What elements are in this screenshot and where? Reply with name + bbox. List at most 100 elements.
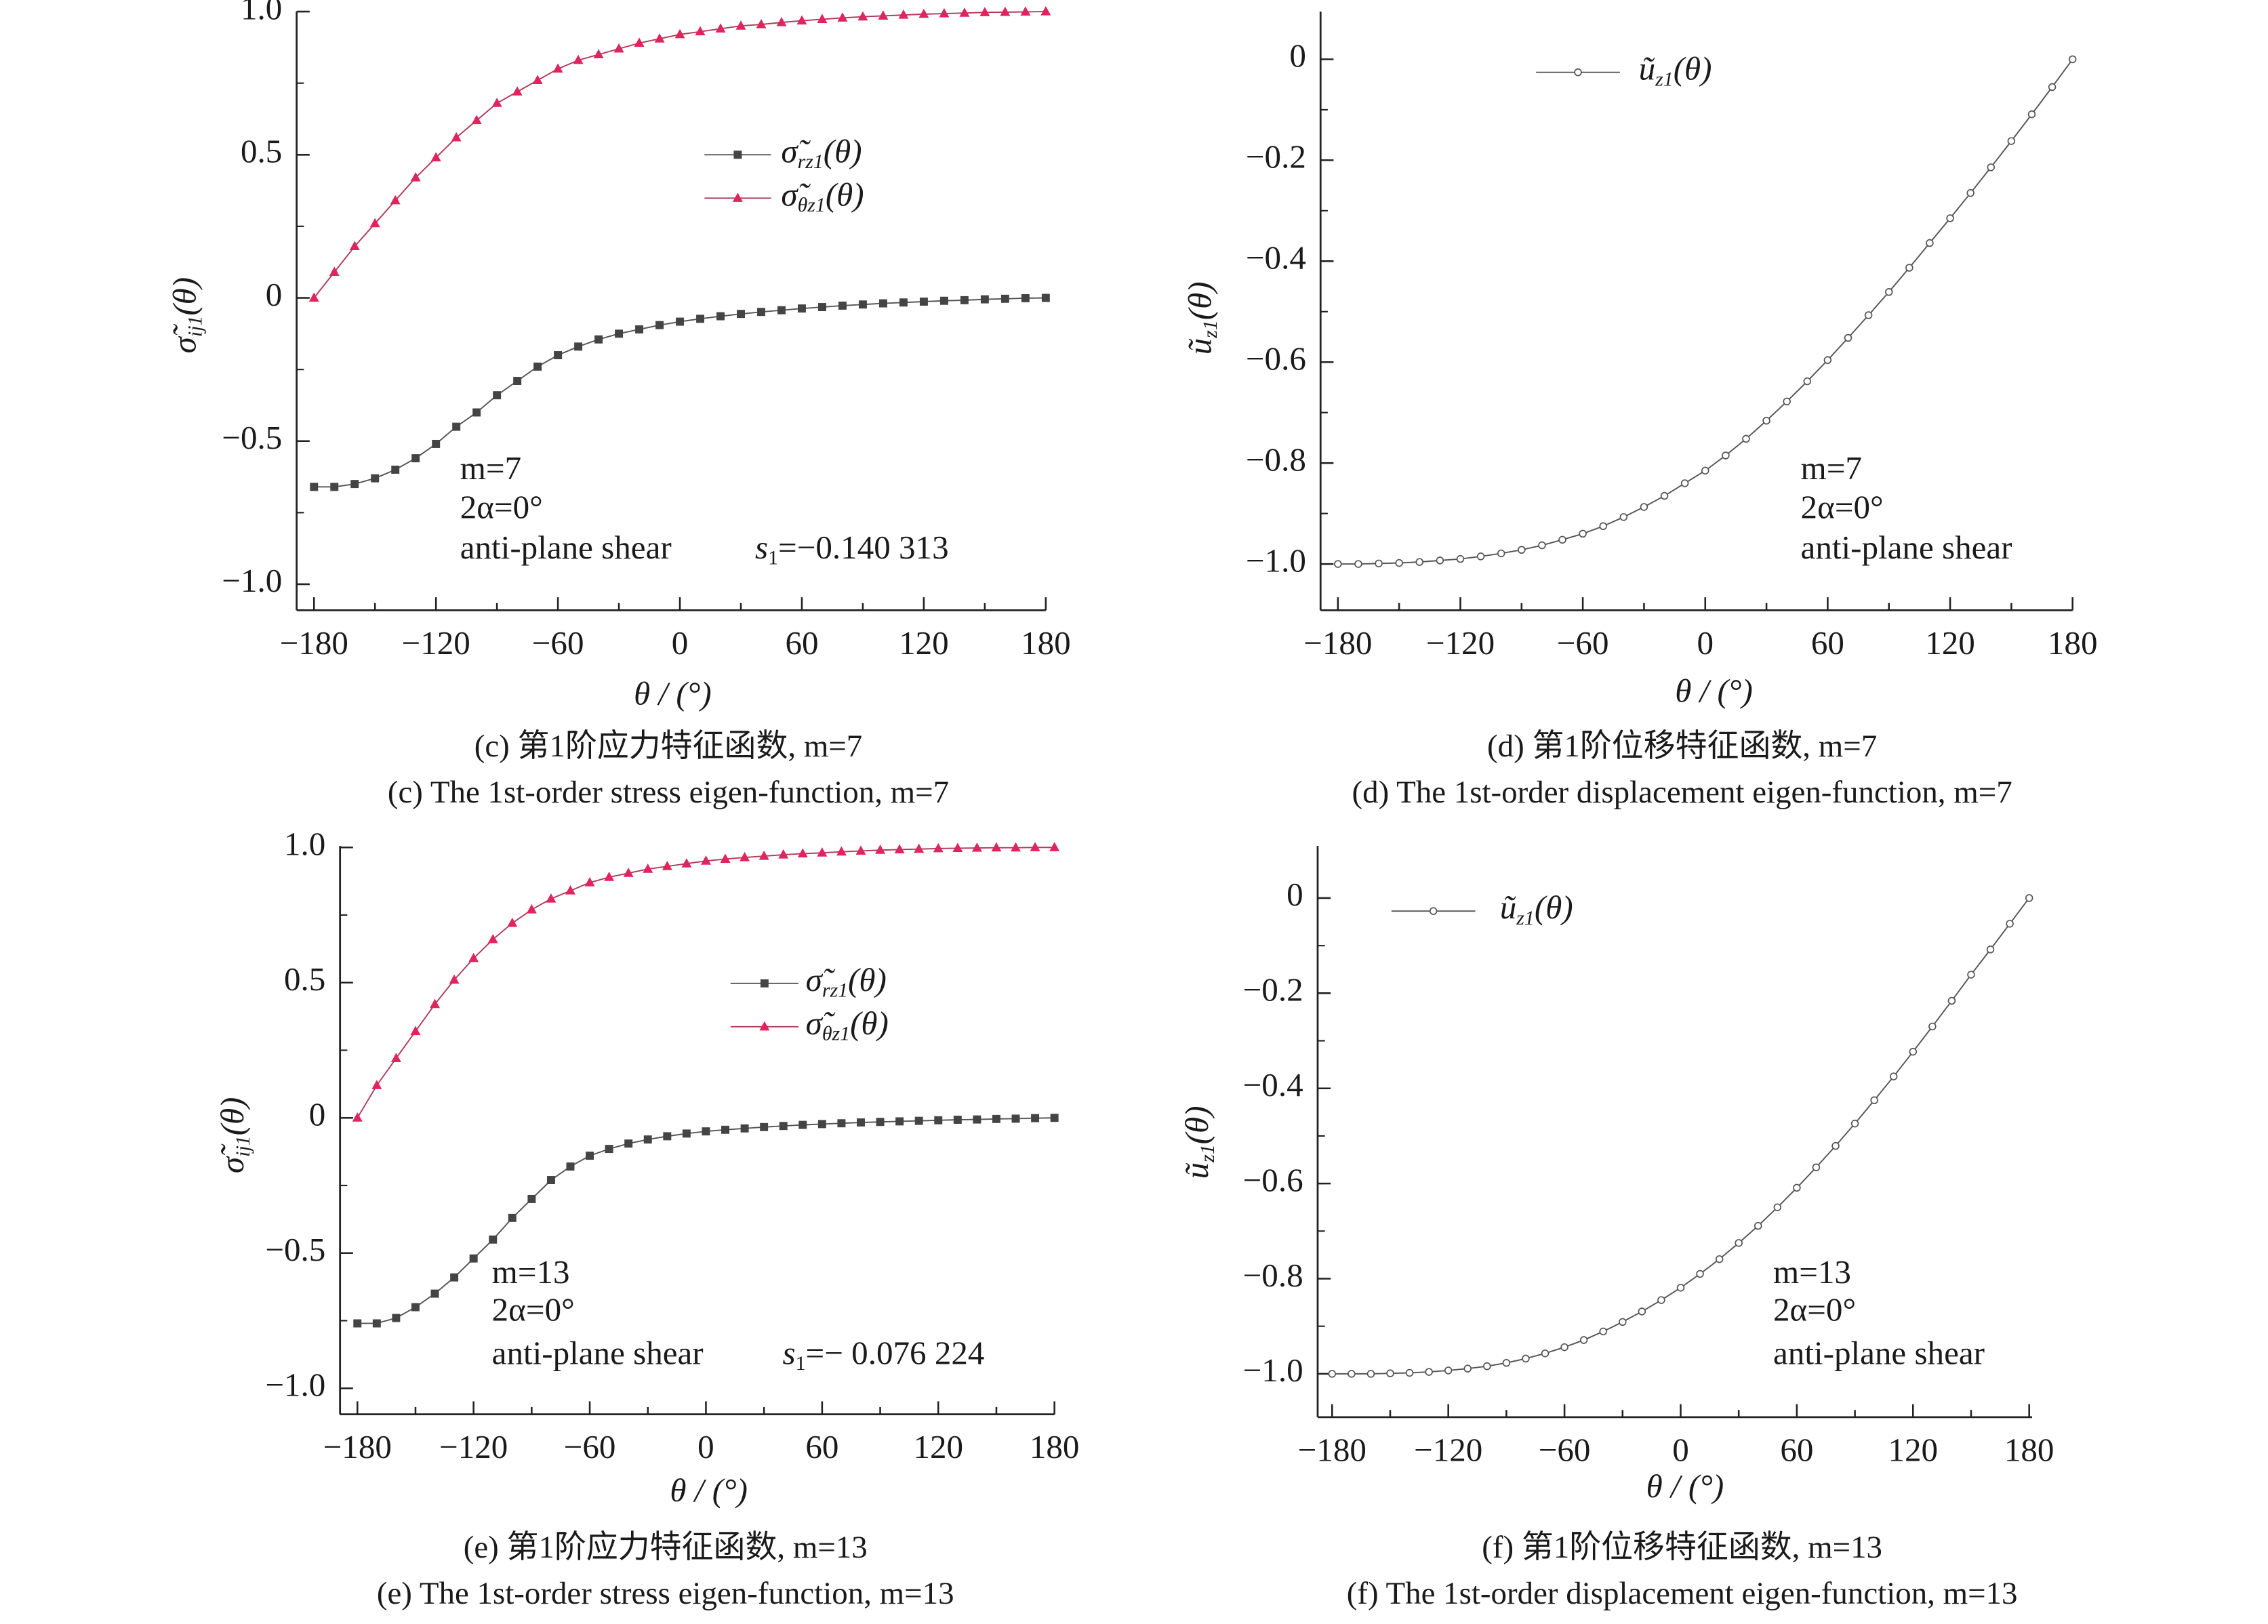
data-point-square <box>1050 1114 1059 1122</box>
data-point-square <box>554 351 563 359</box>
legend-label-tail: (θ) <box>824 133 862 170</box>
x-tick-label: 0 <box>697 1428 714 1465</box>
data-point-square <box>350 480 359 489</box>
y-axis-title-sub: z1 <box>1196 1144 1219 1163</box>
data-point-square <box>696 314 705 323</box>
data-point-square <box>330 483 339 491</box>
data-point-square <box>655 321 664 329</box>
data-point-circle <box>1599 522 1607 531</box>
data-point-triangle <box>991 842 1002 852</box>
legend-label: σ̃θz1(θ) <box>781 176 864 216</box>
y-tick-label: −1.0 <box>1243 1352 1303 1389</box>
data-point-triangle <box>623 868 634 877</box>
x-tick-label: 60 <box>1780 1432 1813 1469</box>
data-point-triangle <box>565 885 575 895</box>
y-axis-title-tail: (θ) <box>214 1097 251 1136</box>
data-point-triangle <box>512 86 523 96</box>
x-tick-label: −180 <box>280 624 348 662</box>
data-point-circle <box>1518 546 1526 554</box>
series-line-1 <box>313 11 1046 299</box>
caption-chinese: (f) 第1阶位移特征函数, m=13 <box>1482 1530 1882 1565</box>
x-axis-title: θ / (°) <box>670 1471 748 1509</box>
data-point-triangle <box>390 1053 401 1063</box>
series-line-1 <box>357 847 1055 1118</box>
data-point-triangle <box>695 26 706 36</box>
data-point-circle <box>1538 541 1546 550</box>
data-point-square <box>566 1162 575 1171</box>
x-tick-label: 0 <box>1672 1432 1689 1469</box>
data-point-square <box>411 1303 420 1312</box>
data-point-square <box>1000 294 1009 303</box>
x-axis-title: θ / (°) <box>634 675 712 712</box>
data-point-square <box>740 1124 749 1133</box>
y-tick-label: −1.0 <box>222 562 282 599</box>
data-point-square <box>663 1132 672 1141</box>
data-point-circle <box>1436 556 1444 565</box>
y-tick-label: −0.8 <box>1243 1257 1303 1294</box>
data-point-triangle <box>487 933 498 943</box>
caption-chinese: (e) 第1阶应力特征函数, m=13 <box>464 1530 868 1565</box>
x-tick-label: −180 <box>1303 624 1372 662</box>
data-point-square <box>934 1116 943 1124</box>
y-tick-label: −0.6 <box>1243 1161 1303 1198</box>
data-point-circle <box>1676 1284 1685 1292</box>
caption-chinese: (c) 第1阶应力特征函数, m=7 <box>474 729 863 764</box>
annotation-load: anti-plane shear <box>1801 529 2012 566</box>
data-point-triangle <box>959 7 970 17</box>
x-tick-label: 180 <box>2048 624 2098 662</box>
caption-english: (d) The 1st-order displacement eigen-fun… <box>1352 775 2012 810</box>
x-tick-label: −120 <box>1414 1432 1482 1469</box>
data-point-square <box>857 1118 865 1127</box>
data-point-triangle <box>1049 842 1060 851</box>
x-tick-label: 120 <box>1925 624 1975 662</box>
data-point-circle <box>1579 1336 1588 1344</box>
data-point-circle <box>1640 503 1648 511</box>
y-tick-label: −0.5 <box>222 419 282 456</box>
x-tick-label: 120 <box>913 1428 963 1465</box>
data-point-triangle <box>491 98 502 107</box>
annotation-s1-base: s <box>783 1335 796 1372</box>
data-point-square <box>895 1117 904 1126</box>
data-point-square <box>493 391 502 400</box>
data-point-triangle <box>546 893 556 903</box>
annotation-s1-value: =−0.140 313 <box>778 529 949 566</box>
data-point-circle <box>1966 189 1975 197</box>
data-point-circle <box>1889 1072 1898 1080</box>
data-point-triangle <box>1030 842 1040 851</box>
data-point-circle <box>1366 1370 1375 1378</box>
data-point-circle <box>1405 1368 1414 1377</box>
data-point-triangle <box>933 843 944 853</box>
legend-marker-square <box>760 979 769 988</box>
data-point-circle <box>1619 513 1628 521</box>
y-tick-label: 0 <box>1289 37 1306 75</box>
data-point-circle <box>1680 479 1689 487</box>
data-point-triangle <box>939 7 950 18</box>
data-point-triangle <box>776 17 787 26</box>
y-axis-title-sub: ij1 <box>184 316 206 338</box>
series-line-0 <box>1337 58 2073 565</box>
annotation-load: anti-plane shear <box>492 1335 704 1372</box>
data-point-circle <box>1742 434 1750 443</box>
data-point-triangle <box>778 849 789 859</box>
data-point-square <box>574 342 583 351</box>
data-point-circle <box>1328 1370 1337 1378</box>
data-point-square <box>973 1115 981 1124</box>
x-tick-label: 60 <box>1811 624 1844 662</box>
data-point-square <box>939 296 948 305</box>
data-point-triangle <box>468 952 479 962</box>
x-tick-label: −120 <box>402 624 470 662</box>
data-point-square <box>777 306 786 314</box>
x-tick-label: 120 <box>899 624 949 662</box>
data-point-triangle <box>756 18 767 28</box>
data-point-triangle <box>349 241 360 251</box>
data-point-circle <box>1497 549 1505 558</box>
legend-label-sub: θz1 <box>798 194 826 216</box>
data-point-triangle <box>390 195 401 205</box>
annotation-s1-sub: 1 <box>796 1352 806 1375</box>
data-point-square <box>643 1135 652 1144</box>
data-point-circle <box>1793 1183 1801 1192</box>
data-point-triangle <box>1000 6 1011 16</box>
data-point-triangle <box>552 63 563 73</box>
data-point-square <box>798 304 806 313</box>
caption-english: (c) The 1st-order stress eigen-function,… <box>388 775 949 810</box>
